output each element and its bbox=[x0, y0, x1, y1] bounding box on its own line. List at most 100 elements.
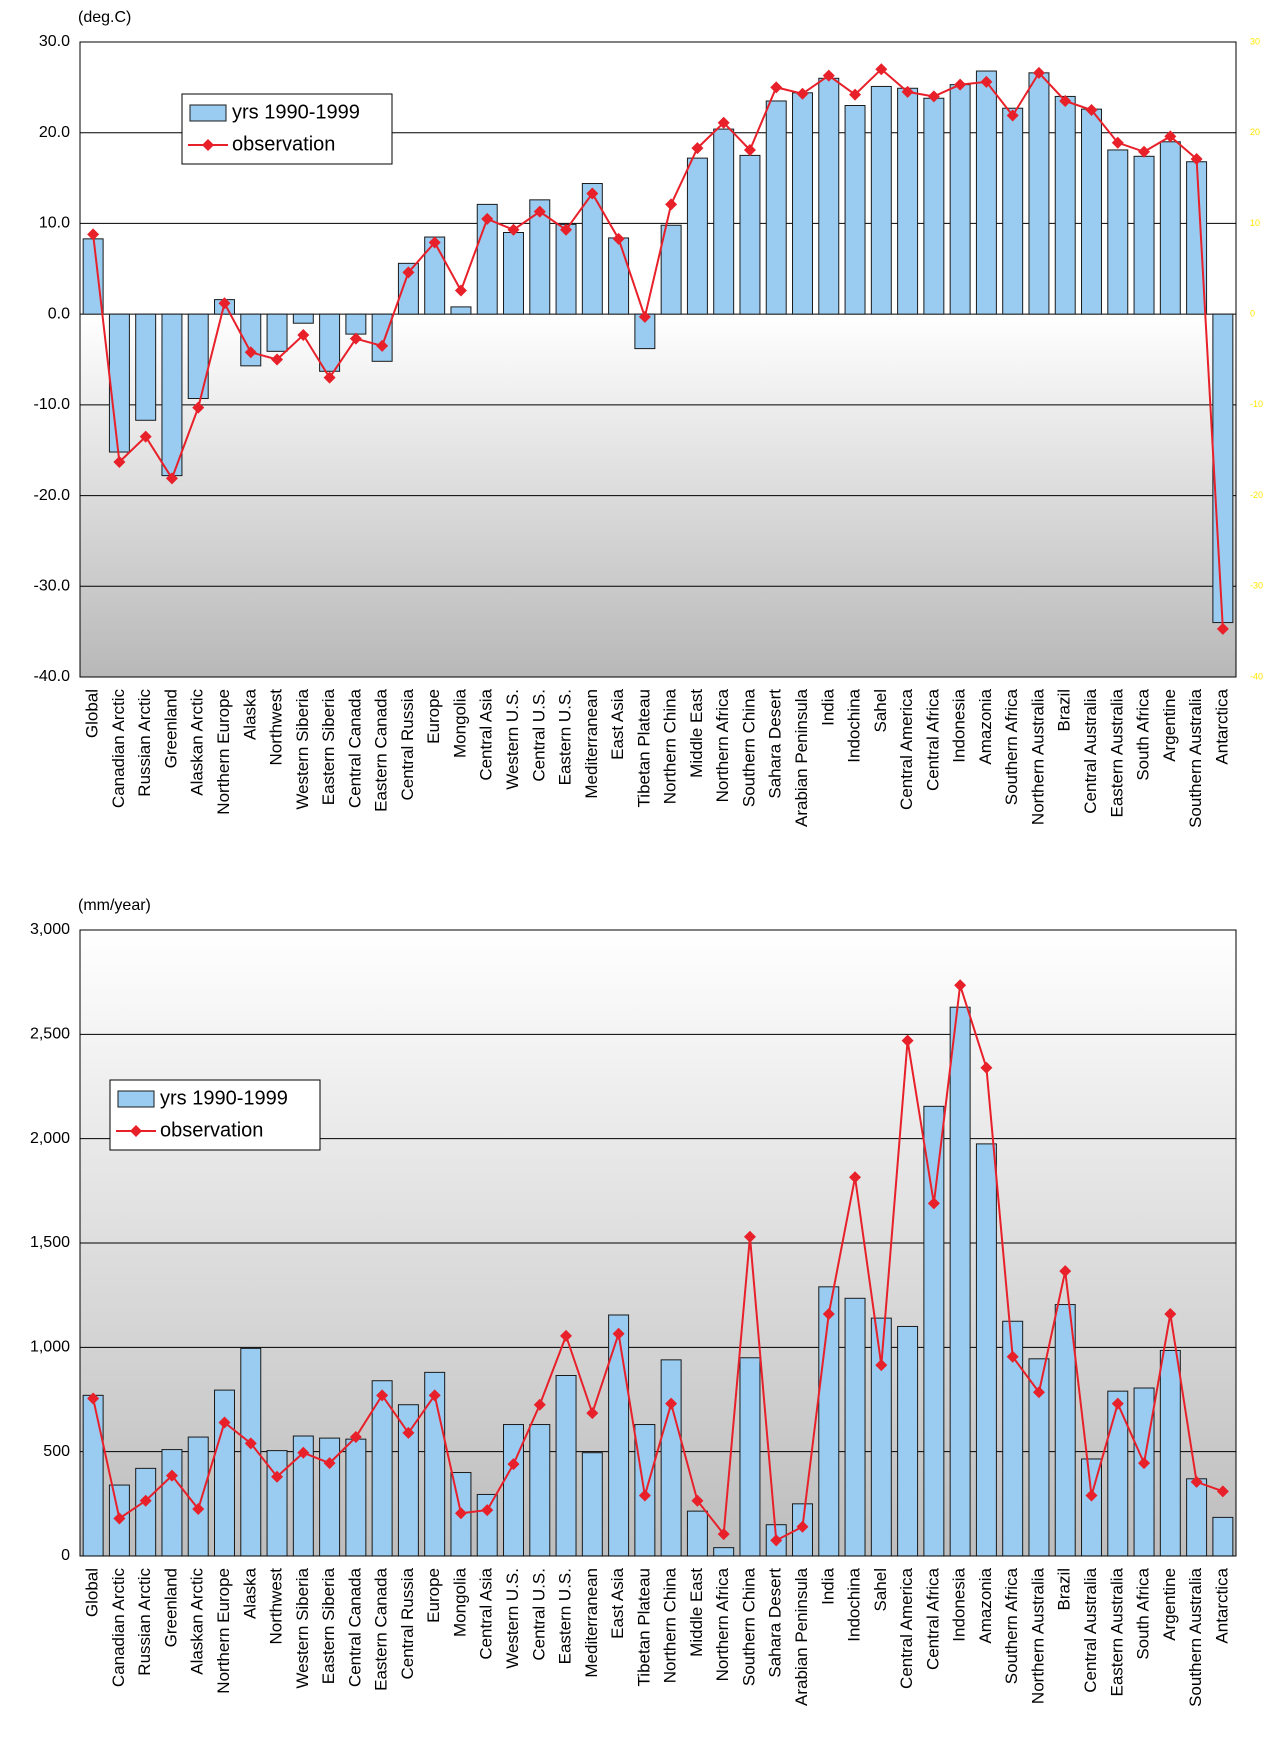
x-tick-label: Western Siberia bbox=[293, 1567, 312, 1688]
x-tick-label: Eastern U.S. bbox=[556, 689, 575, 785]
marker bbox=[165, 472, 178, 485]
marker bbox=[192, 1503, 205, 1516]
marker bbox=[297, 1446, 310, 1459]
marker bbox=[533, 205, 546, 218]
bar bbox=[108, 313, 130, 453]
marker bbox=[1190, 1475, 1203, 1488]
x-tick-label: Eastern Australia bbox=[1107, 688, 1126, 817]
marker bbox=[1164, 1307, 1177, 1320]
bar bbox=[975, 1143, 997, 1557]
marker bbox=[717, 1528, 730, 1541]
bar bbox=[844, 1297, 866, 1557]
marker bbox=[665, 1397, 678, 1410]
y-tick-label: 2,500 bbox=[30, 1026, 70, 1043]
marker bbox=[481, 1504, 494, 1517]
x-tick-label: Indonesia bbox=[950, 1567, 969, 1641]
bar bbox=[529, 199, 551, 315]
bar bbox=[844, 105, 866, 315]
x-tick-label: Northern China bbox=[661, 1567, 680, 1683]
x-tick-label: Sahara Desert bbox=[766, 1568, 785, 1678]
marker bbox=[849, 1171, 862, 1184]
x-tick-label: South Africa bbox=[1134, 688, 1153, 780]
legend-label: observation bbox=[160, 1119, 263, 1141]
bar bbox=[503, 232, 524, 315]
marker bbox=[244, 1437, 257, 1450]
x-tick-label: Indochina bbox=[845, 688, 864, 762]
x-tick-label: Mediterranean bbox=[582, 1568, 601, 1678]
x-tick-label: Europe bbox=[424, 689, 443, 744]
x-tick-label: Southern China bbox=[739, 688, 758, 807]
marker bbox=[1111, 1397, 1124, 1410]
marker bbox=[638, 310, 651, 323]
bar bbox=[1159, 141, 1181, 315]
y2-tick-label: 10 bbox=[1250, 218, 1260, 228]
marker bbox=[822, 1307, 835, 1320]
x-tick-label: Arabian Peninsula bbox=[792, 1567, 811, 1706]
x-tick-label: Central America bbox=[897, 1567, 916, 1688]
marker bbox=[323, 1457, 336, 1470]
bar bbox=[161, 313, 183, 477]
x-tick-label: Mongolia bbox=[450, 1567, 469, 1637]
marker bbox=[349, 1431, 362, 1444]
y2-tick-label: 30 bbox=[1250, 36, 1260, 46]
x-tick-label: Northern Europe bbox=[214, 689, 233, 815]
x-tick-label: India bbox=[818, 1567, 837, 1604]
x-tick-label: Global bbox=[83, 689, 102, 738]
x-tick-label: Central Africa bbox=[923, 688, 942, 791]
x-tick-label: Western U.S. bbox=[503, 689, 522, 790]
x-tick-label: Argentine bbox=[1160, 689, 1179, 762]
marker bbox=[901, 85, 914, 98]
bar bbox=[214, 1389, 235, 1557]
marker bbox=[507, 1458, 520, 1471]
x-tick-label: Alaskan Arctic bbox=[188, 1568, 207, 1675]
marker bbox=[376, 1389, 389, 1402]
x-tick-label: Eastern Canada bbox=[372, 1567, 391, 1690]
x-tick-label: Mongolia bbox=[450, 688, 469, 758]
y2-tick-label: -10 bbox=[1250, 399, 1263, 409]
y-tick-label: 1,000 bbox=[30, 1339, 70, 1356]
marker bbox=[297, 329, 310, 342]
x-tick-label: Global bbox=[83, 1568, 102, 1617]
x-tick-label: Russian Arctic bbox=[135, 689, 154, 797]
marker bbox=[743, 143, 756, 156]
bar bbox=[923, 1105, 945, 1557]
marker bbox=[1216, 1485, 1229, 1498]
x-tick-label: Middle East bbox=[687, 689, 706, 778]
bar bbox=[1186, 1478, 1208, 1557]
y-tick-label: 3,000 bbox=[30, 921, 70, 938]
x-tick-label: Sahel bbox=[871, 689, 890, 732]
bar bbox=[424, 236, 446, 315]
x-tick-label: Western Siberia bbox=[293, 688, 312, 809]
x-tick-label: Southern Australia bbox=[1186, 688, 1205, 827]
bar bbox=[686, 157, 708, 315]
marker bbox=[454, 284, 467, 297]
marker bbox=[691, 1494, 704, 1507]
x-tick-label: Southern Africa bbox=[1002, 688, 1021, 805]
x-tick-label: Amazonia bbox=[976, 688, 995, 764]
bar bbox=[555, 223, 577, 315]
marker bbox=[796, 87, 809, 100]
marker bbox=[875, 1359, 888, 1372]
bar bbox=[765, 100, 787, 315]
marker bbox=[1138, 145, 1151, 158]
y-tick-label: 1,500 bbox=[30, 1234, 70, 1251]
marker bbox=[192, 401, 205, 414]
marker bbox=[87, 228, 100, 241]
y-tick-label: -20.0 bbox=[34, 487, 71, 504]
bar bbox=[660, 1359, 682, 1557]
x-tick-label: Northern Europe bbox=[214, 1568, 233, 1694]
bar bbox=[686, 1510, 708, 1557]
marker bbox=[770, 1534, 783, 1547]
marker bbox=[980, 1061, 993, 1074]
marker bbox=[244, 346, 257, 359]
bar bbox=[1159, 1349, 1181, 1557]
bar bbox=[1054, 95, 1076, 315]
marker bbox=[1032, 1386, 1045, 1399]
bar bbox=[1212, 1516, 1234, 1557]
x-tick-label: Central Asia bbox=[477, 688, 496, 780]
bar bbox=[1133, 1387, 1155, 1557]
x-tick-label: Sahara Desert bbox=[766, 689, 785, 799]
y-tick-label: 0.0 bbox=[48, 305, 70, 322]
x-tick-label: East Asia bbox=[608, 1567, 627, 1638]
marker bbox=[927, 1197, 940, 1210]
